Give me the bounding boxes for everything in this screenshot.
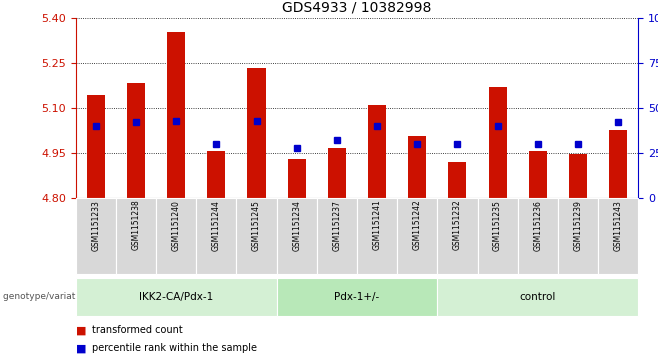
Bar	[127, 82, 145, 198]
Text: ■: ■	[76, 325, 86, 335]
Text: GSM1151244: GSM1151244	[212, 200, 221, 250]
Text: ■: ■	[76, 343, 86, 354]
Bar	[167, 32, 185, 198]
Text: GSM1151240: GSM1151240	[172, 200, 181, 250]
Text: GSM1151241: GSM1151241	[372, 200, 382, 250]
Text: GSM1151234: GSM1151234	[292, 200, 301, 250]
Bar	[609, 130, 627, 198]
Text: Pdx-1+/-: Pdx-1+/-	[334, 292, 380, 302]
Text: genotype/variation  ▶: genotype/variation ▶	[3, 292, 102, 301]
Bar	[368, 105, 386, 198]
Bar	[489, 87, 507, 198]
Text: IKK2-CA/Pdx-1: IKK2-CA/Pdx-1	[139, 292, 213, 302]
Text: transformed count: transformed count	[92, 325, 183, 335]
Text: GSM1151239: GSM1151239	[574, 200, 582, 250]
Text: percentile rank within the sample: percentile rank within the sample	[92, 343, 257, 354]
Bar	[247, 68, 266, 198]
Text: GSM1151232: GSM1151232	[453, 200, 462, 250]
Bar	[328, 148, 346, 198]
Bar	[448, 162, 467, 198]
Text: GSM1151233: GSM1151233	[91, 200, 100, 250]
Bar	[288, 159, 306, 198]
Text: GSM1151235: GSM1151235	[493, 200, 502, 250]
Text: control: control	[520, 292, 556, 302]
Title: GDS4933 / 10382998: GDS4933 / 10382998	[282, 0, 432, 14]
Text: GSM1151237: GSM1151237	[332, 200, 342, 250]
Text: GSM1151242: GSM1151242	[413, 200, 422, 250]
Bar	[529, 151, 547, 198]
Bar	[569, 154, 587, 198]
Text: GSM1151245: GSM1151245	[252, 200, 261, 250]
Text: GSM1151236: GSM1151236	[533, 200, 542, 250]
Text: GSM1151238: GSM1151238	[132, 200, 140, 250]
Text: GSM1151243: GSM1151243	[614, 200, 622, 250]
Bar	[207, 151, 225, 198]
Bar	[408, 136, 426, 198]
Bar	[87, 94, 105, 198]
